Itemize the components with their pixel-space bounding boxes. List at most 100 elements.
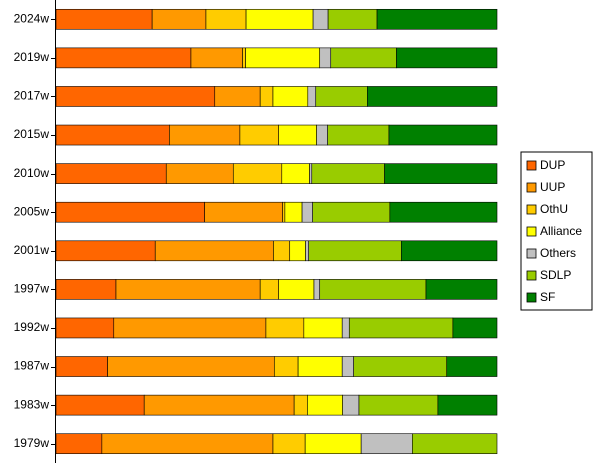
y-tick-label: 2017w (14, 89, 50, 103)
bar-segment (55, 163, 167, 184)
bar-segment (55, 201, 205, 223)
bar-segment (327, 8, 378, 30)
bar-segment (312, 8, 329, 30)
bar-segment (272, 86, 309, 107)
bar-segment (273, 356, 299, 377)
bar-segment (232, 163, 283, 184)
legend-swatch (526, 270, 537, 281)
bar-segment (143, 394, 295, 416)
y-tick-label: 2010w (14, 166, 50, 180)
bar-segment (305, 240, 309, 262)
bar-segment (205, 8, 247, 30)
legend-swatch (526, 204, 537, 215)
bar-segment (452, 317, 498, 339)
bar-segment (113, 317, 267, 339)
bar-segment (154, 240, 274, 262)
y-tick-label: 2005w (14, 204, 50, 218)
bar-segment (313, 279, 321, 300)
legend-label: SF (540, 290, 555, 304)
y-tick-label: 1979w (14, 436, 50, 450)
bar-segment (297, 356, 343, 377)
bar-segment (245, 47, 321, 69)
bar-segment (55, 240, 156, 262)
bar-segment (282, 201, 286, 223)
legend-label: Others (540, 246, 576, 260)
bar-segment (412, 433, 498, 455)
bar-segment (309, 163, 313, 184)
bar-segment (389, 201, 498, 223)
legend-label: SDLP (540, 268, 571, 282)
y-tick-label: 1987w (14, 359, 50, 373)
legend-swatch (526, 248, 537, 259)
bar-segment (242, 47, 246, 69)
bar-segment (342, 394, 360, 416)
bar-segment (353, 356, 448, 377)
bar-segment (190, 47, 243, 69)
y-tick-label: 2024w (14, 11, 50, 25)
bar-segment (293, 394, 308, 416)
y-tick-label: 1992w (14, 320, 50, 334)
bar-segment (107, 356, 275, 377)
legend-swatch (526, 182, 537, 193)
bar-segment (169, 124, 241, 146)
bar-segment (396, 47, 498, 69)
bar-segment (259, 86, 274, 107)
legend-label: UUP (540, 180, 565, 194)
bar-segment (55, 394, 145, 416)
bar-segment (319, 47, 332, 69)
bar-segment (376, 8, 498, 30)
bar-segment (272, 433, 306, 455)
legend-label: DUP (540, 158, 565, 172)
bar-segment (101, 433, 274, 455)
bar-segment (315, 86, 368, 107)
bar-segment (284, 201, 303, 223)
bar-segment (55, 317, 115, 339)
bar-segment (303, 317, 343, 339)
bar-segment (446, 356, 498, 377)
bar-segment (360, 433, 413, 455)
bar-segment (55, 356, 108, 377)
bar-segment (425, 279, 498, 300)
bar-segment (341, 356, 354, 377)
bar-segment (307, 86, 317, 107)
y-tick-label: 1997w (14, 282, 50, 296)
bar-segment (278, 124, 317, 146)
bar-segment (278, 279, 315, 300)
bar-segment (204, 201, 283, 223)
bar-segment (327, 124, 390, 146)
legend-label: OthU (540, 202, 568, 216)
bar-segment (301, 201, 313, 223)
bar-segment (319, 279, 427, 300)
bar-segment (55, 8, 153, 30)
bar-segment (151, 8, 207, 30)
bar-segment (348, 317, 454, 339)
bar-segment (316, 124, 328, 146)
bar-segment (239, 124, 280, 146)
y-tick-label: 1983w (14, 397, 50, 411)
bar-segment (341, 317, 350, 339)
bar-segment (115, 279, 261, 300)
bar-segment (55, 86, 216, 107)
bar-segment (401, 240, 498, 262)
bar-segment (307, 394, 343, 416)
bar-segment (367, 86, 498, 107)
legend-label: Alliance (540, 224, 582, 238)
bar-segment (304, 433, 362, 455)
y-tick-label: 2019w (14, 50, 50, 64)
bar-segment (388, 124, 498, 146)
bar-segment (312, 201, 391, 223)
bar-segment (330, 47, 397, 69)
y-tick-label: 2001w (14, 243, 50, 257)
bar-segment (259, 279, 280, 300)
legend-swatch (526, 292, 537, 303)
bar-segment (311, 163, 385, 184)
bar-segment (55, 433, 103, 455)
bar-segment (358, 394, 439, 416)
bar-segment (384, 163, 498, 184)
legend-swatch (526, 160, 537, 171)
bar-segment (245, 8, 314, 30)
bar-segment (437, 394, 498, 416)
bar-segment (55, 124, 170, 146)
bar-segment (55, 47, 192, 69)
